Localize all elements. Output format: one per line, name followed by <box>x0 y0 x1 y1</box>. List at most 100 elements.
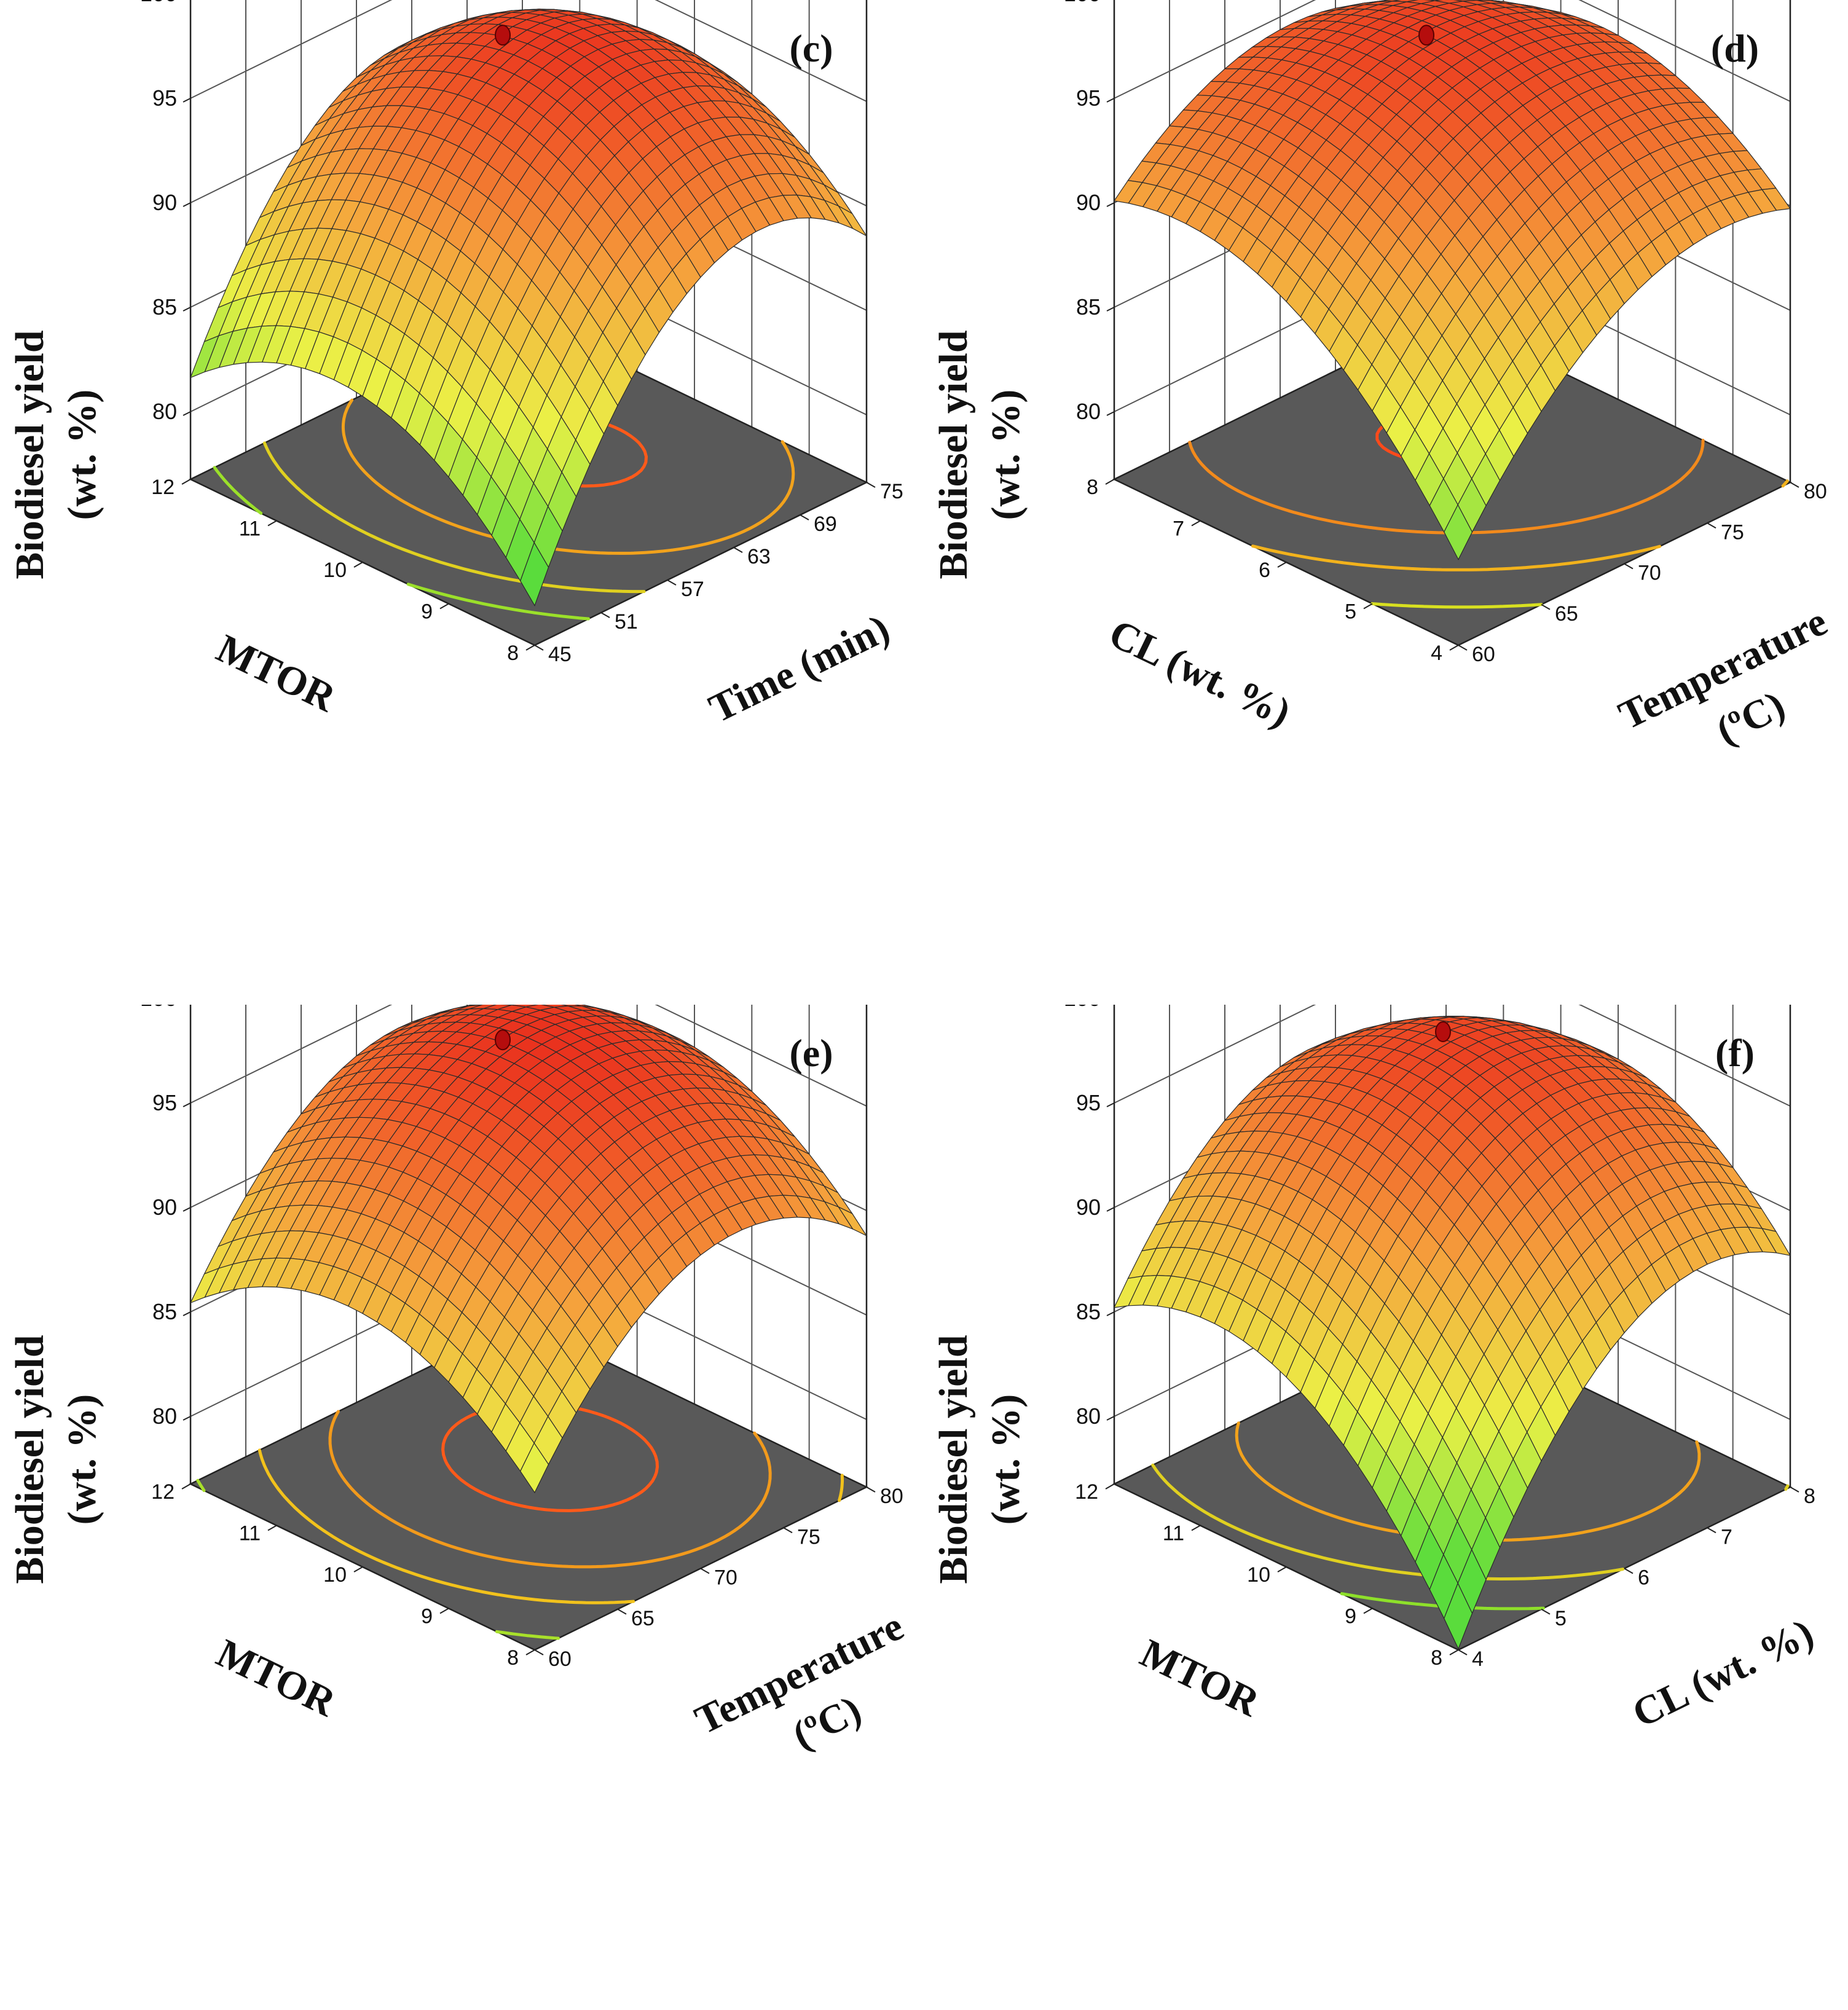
x-tick-mark <box>439 603 449 610</box>
y-tick-mark <box>1624 563 1634 570</box>
z-tick-label: 85 <box>1076 1299 1101 1324</box>
y-tick-label: 45 <box>548 643 572 666</box>
x-tick-mark <box>525 1649 535 1655</box>
y-tick-mark <box>1790 482 1799 488</box>
wall-gridline <box>190 1005 867 1107</box>
z-axis-title-units: (wt. %) <box>60 390 104 520</box>
z-tick-mark <box>1106 1311 1115 1316</box>
y-tick-label: 69 <box>814 512 837 536</box>
x-tick-label: 10 <box>323 1563 347 1587</box>
response-surface <box>1113 1015 1791 1650</box>
contour-line <box>262 441 646 594</box>
y-tick-label: 75 <box>1721 520 1744 544</box>
x-tick-label: 9 <box>421 1605 433 1628</box>
z-tick-mark <box>1106 98 1115 103</box>
surface-chart-1: 80859095100456786065707580CL (wt. %)Temp… <box>931 0 1834 753</box>
panel-c: 80 85 90 95 100 8 9 10 11 12 45 51 57 63 69 75 MTOR Time … <box>0 0 924 1005</box>
x-tick-label: 7 <box>1173 517 1184 541</box>
panel-label: (c) <box>789 26 833 70</box>
z-tick-mark <box>183 202 191 207</box>
x-tick-mark <box>1191 1525 1201 1531</box>
z-axis-title: Biodiesel yield <box>931 1335 976 1584</box>
z-tick-label: 85 <box>152 294 177 320</box>
x-tick-label: 10 <box>323 559 347 582</box>
z-tick-label: 100 <box>1064 0 1101 6</box>
x-tick-mark <box>353 562 363 568</box>
x-tick-label: 9 <box>421 600 433 624</box>
x-tick-mark <box>267 520 277 527</box>
surface-cell <box>520 541 549 607</box>
x-tick-mark <box>1277 1566 1287 1572</box>
y-tick-mark <box>1458 645 1468 651</box>
x-tick-mark <box>1363 1608 1373 1614</box>
z-tick-label: 85 <box>152 1299 177 1324</box>
panel-label: (f) <box>1715 1031 1755 1075</box>
panel-d: 80859095100456786065707580CL (wt. %)Temp… <box>924 0 1847 1005</box>
x-tick-label: 4 <box>1431 642 1442 665</box>
response-surface <box>189 9 867 607</box>
z-tick-mark <box>183 98 191 103</box>
y-tick-mark <box>783 1527 793 1534</box>
response-surface <box>189 1005 868 1494</box>
contour-line <box>213 466 591 621</box>
contour-line <box>196 1478 560 1640</box>
z-tick-mark <box>1106 411 1115 416</box>
x-tick-mark <box>267 1525 277 1531</box>
y-tick-mark <box>534 1649 544 1655</box>
surface-chart-0: 80 85 90 95 100 8 9 10 11 12 45 51 57 63 69 75 MTOR Time … <box>7 0 903 732</box>
wall-gridline <box>1114 1005 1791 1107</box>
z-axis-title-units: (wt. %) <box>60 1394 104 1525</box>
z-tick-label: 80 <box>152 1403 177 1429</box>
x-tick-mark <box>1105 479 1115 485</box>
y-tick-mark <box>1624 1568 1634 1574</box>
z-tick-label: 95 <box>152 85 177 111</box>
x-tick-mark <box>439 1608 449 1614</box>
y-tick-label: 75 <box>880 480 903 503</box>
y-tick-mark <box>700 1568 710 1574</box>
y-tick-mark <box>1541 1608 1551 1615</box>
y-tick-label: 51 <box>615 610 638 634</box>
x-tick-mark <box>1363 603 1373 610</box>
y-tick-mark <box>800 514 809 520</box>
y-axis-title: CL (wt. %) <box>1626 1611 1820 1737</box>
x-tick-mark <box>181 1483 191 1490</box>
x-axis-title: MTOR <box>1134 1630 1267 1725</box>
x-tick-label: 8 <box>507 642 519 665</box>
y-tick-mark <box>617 1608 627 1615</box>
z-tick-mark <box>1106 1102 1115 1107</box>
x-tick-label: 8 <box>507 1646 519 1670</box>
x-tick-mark <box>1191 520 1201 527</box>
y-tick-label: 75 <box>797 1525 820 1549</box>
y-axis-title: Time (min) <box>702 606 897 732</box>
z-tick-mark <box>1106 1207 1115 1212</box>
contour-line <box>1251 479 1789 571</box>
x-tick-mark <box>1449 645 1459 651</box>
y-tick-mark <box>1707 522 1716 529</box>
z-tick-mark <box>1106 1416 1115 1421</box>
x-tick-label: 11 <box>1163 1522 1184 1545</box>
surface-chart-3: 80 85 90 95 100 8 9 10 11 12 4 5 6 7 8 MTOR CL (wt. %) Bi… <box>931 1005 1820 1737</box>
y-tick-mark <box>534 645 544 651</box>
surface-cell <box>1444 504 1473 560</box>
x-tick-mark <box>181 479 191 485</box>
y-tick-label: 60 <box>1472 643 1495 666</box>
z-tick-label: 80 <box>1076 1403 1101 1429</box>
z-axis-title-units: (wt. %) <box>983 1394 1028 1525</box>
surface-chart-2: 80859095100891011126065707580MTORTempera… <box>7 1005 910 1758</box>
z-tick-mark <box>183 1207 191 1212</box>
optimum-point <box>495 25 511 46</box>
y-tick-label: 70 <box>1638 562 1661 585</box>
panel-f: 80 85 90 95 100 8 9 10 11 12 4 5 6 7 8 MTOR CL (wt. %) Bi… <box>924 1005 1847 2009</box>
y-tick-mark <box>1707 1527 1716 1534</box>
y-tick-mark <box>667 579 677 586</box>
z-tick-label: 100 <box>140 0 177 6</box>
x-axis-title: MTOR <box>210 626 344 721</box>
surface-cell <box>520 1442 549 1494</box>
y-tick-label: 80 <box>1804 480 1827 503</box>
y-tick-mark <box>1790 1486 1799 1493</box>
y-tick-label: 4 <box>1472 1647 1484 1671</box>
y-tick-mark <box>866 1486 876 1493</box>
x-tick-label: 12 <box>151 1480 175 1504</box>
x-tick-label: 9 <box>1345 1605 1356 1628</box>
